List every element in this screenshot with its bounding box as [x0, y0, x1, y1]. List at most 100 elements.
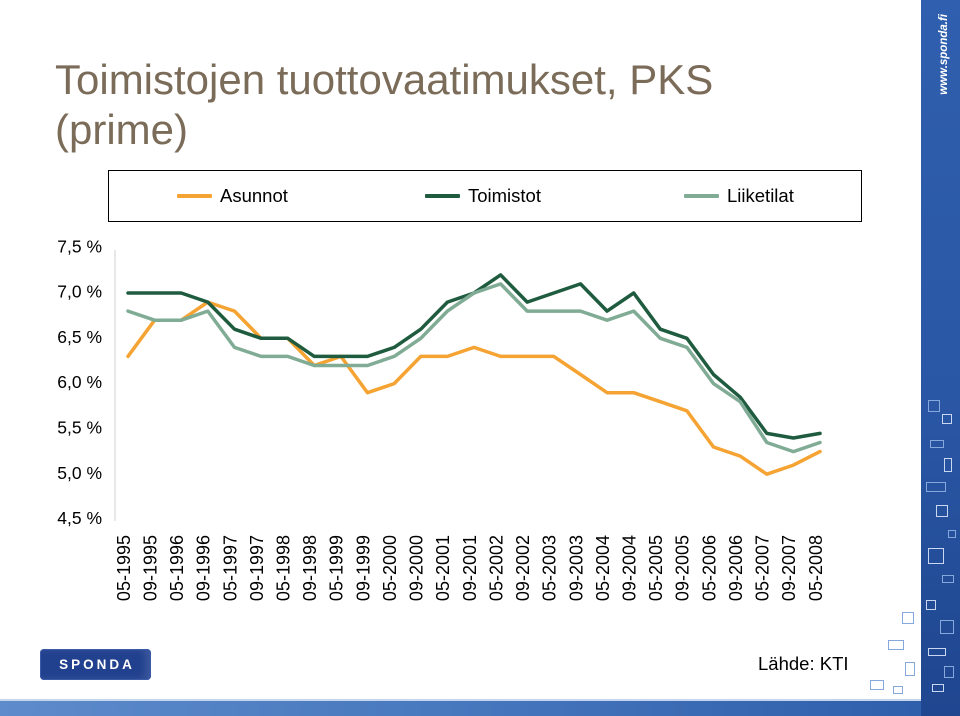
legend-label-asunnot: Asunnot: [220, 185, 288, 206]
decorative-square: [944, 666, 954, 678]
legend-swatch-asunnot: [177, 194, 212, 198]
y-tick-label: 5,5 %: [57, 418, 102, 438]
data-point-liiketilat: [551, 308, 557, 314]
data-point-toimistot: [125, 290, 131, 296]
data-point-liiketilat: [152, 317, 158, 323]
sponda-logo-text: SPONDA: [59, 657, 135, 672]
legend-item-liiketilat: Liiketilat: [684, 171, 794, 221]
x-tick-label: 09-1997: [247, 535, 267, 601]
legend-item-asunnot: Asunnot: [177, 171, 288, 221]
data-point-liiketilat: [817, 440, 823, 446]
decorative-square: [948, 530, 956, 538]
data-point-liiketilat: [764, 440, 770, 446]
data-point-asunnot: [631, 390, 637, 396]
legend-swatch-liiketilat: [684, 194, 719, 198]
data-point-liiketilat: [684, 344, 690, 350]
x-tick-label: 05-2003: [540, 535, 560, 601]
data-point-asunnot: [764, 471, 770, 477]
data-point-toimistot: [365, 353, 371, 359]
data-point-liiketilat: [125, 308, 131, 314]
data-point-liiketilat: [657, 335, 663, 341]
x-tick-label: 05-2008: [806, 535, 826, 601]
data-point-toimistot: [232, 326, 238, 332]
decorative-square: [944, 458, 952, 472]
slide-title: Toimistojen tuottovaatimukset, PKS (prim…: [55, 56, 714, 153]
data-point-asunnot: [604, 390, 610, 396]
data-point-asunnot: [498, 353, 504, 359]
data-point-asunnot: [684, 408, 690, 414]
data-point-asunnot: [657, 399, 663, 405]
data-point-asunnot: [125, 353, 131, 359]
data-point-toimistot: [657, 326, 663, 332]
data-point-toimistot: [285, 335, 291, 341]
decorative-square: [942, 414, 952, 424]
data-point-liiketilat: [471, 290, 477, 296]
data-point-toimistot: [764, 430, 770, 436]
data-point-toimistot: [684, 335, 690, 341]
data-point-liiketilat: [578, 308, 584, 314]
decorative-square: [928, 400, 940, 412]
data-point-asunnot: [444, 353, 450, 359]
sponda-logo: SPONDA: [40, 649, 151, 680]
legend-swatch-toimistot: [425, 194, 460, 198]
data-point-toimistot: [711, 372, 717, 378]
x-tick-label: 05-1999: [327, 535, 347, 601]
x-tick-label: 09-2001: [460, 535, 480, 601]
data-point-toimistot: [418, 326, 424, 332]
data-point-asunnot: [391, 381, 397, 387]
x-tick-label: 09-2005: [673, 535, 693, 601]
y-tick-label: 5,0 %: [57, 463, 102, 483]
data-point-toimistot: [631, 290, 637, 296]
data-point-liiketilat: [737, 399, 743, 405]
series-line-liiketilat: [126, 282, 822, 454]
data-point-asunnot: [737, 453, 743, 459]
x-tick-label: 05-1996: [167, 535, 187, 601]
data-point-toimistot: [311, 353, 317, 359]
x-tick-label: 05-1997: [220, 535, 240, 601]
data-point-asunnot: [365, 390, 371, 396]
data-point-toimistot: [178, 290, 184, 296]
x-tick-label: 09-1996: [194, 535, 214, 601]
x-tick-label: 05-1995: [114, 535, 134, 601]
data-point-asunnot: [711, 444, 717, 450]
x-tick-label: 09-2007: [779, 535, 799, 601]
data-point-toimistot: [790, 435, 796, 441]
y-tick-label: 6,0 %: [57, 372, 102, 392]
y-tick-label: 4,5 %: [57, 508, 102, 528]
decorative-square: [942, 575, 954, 583]
data-point-toimistot: [391, 344, 397, 350]
data-point-liiketilat: [444, 308, 450, 314]
data-point-liiketilat: [178, 317, 184, 323]
data-point-asunnot: [551, 353, 557, 359]
data-point-asunnot: [524, 353, 530, 359]
y-tick-label: 7,5 %: [57, 236, 102, 256]
series-line-toimistot: [126, 273, 822, 440]
x-tick-label: 09-2004: [619, 535, 639, 601]
series-line-asunnot: [126, 300, 822, 476]
data-point-liiketilat: [631, 308, 637, 314]
y-tick-label: 6,5 %: [57, 327, 102, 347]
data-point-asunnot: [790, 462, 796, 468]
legend-label-toimistot: Toimistot: [468, 185, 541, 206]
data-point-liiketilat: [604, 317, 610, 323]
data-point-liiketilat: [711, 381, 717, 387]
data-point-asunnot: [471, 344, 477, 350]
line-chart: 7,5 % 7,0 % 6,5 % 6,0 % 5,5 % 5,0 % 4,5 % 05-19…: [57, 236, 826, 601]
data-point-liiketilat: [498, 281, 504, 287]
decorative-square: [893, 686, 903, 694]
legend-label-liiketilat: Liiketilat: [727, 185, 794, 206]
x-tick-label: 09-1999: [353, 535, 373, 601]
data-point-toimistot: [152, 290, 158, 296]
x-tick-label: 09-2006: [726, 535, 746, 601]
x-tick-label: 05-2000: [380, 535, 400, 601]
data-point-liiketilat: [205, 308, 211, 314]
data-point-asunnot: [232, 308, 238, 314]
source-note: Lähde: KTI: [758, 653, 849, 674]
data-point-liiketilat: [790, 449, 796, 455]
x-tick-label: 05-2002: [486, 535, 506, 601]
x-tick-label: 05-2005: [646, 535, 666, 601]
data-point-toimistot: [205, 299, 211, 305]
decorative-square: [940, 620, 954, 634]
decorative-square: [928, 648, 946, 656]
data-point-liiketilat: [258, 353, 264, 359]
